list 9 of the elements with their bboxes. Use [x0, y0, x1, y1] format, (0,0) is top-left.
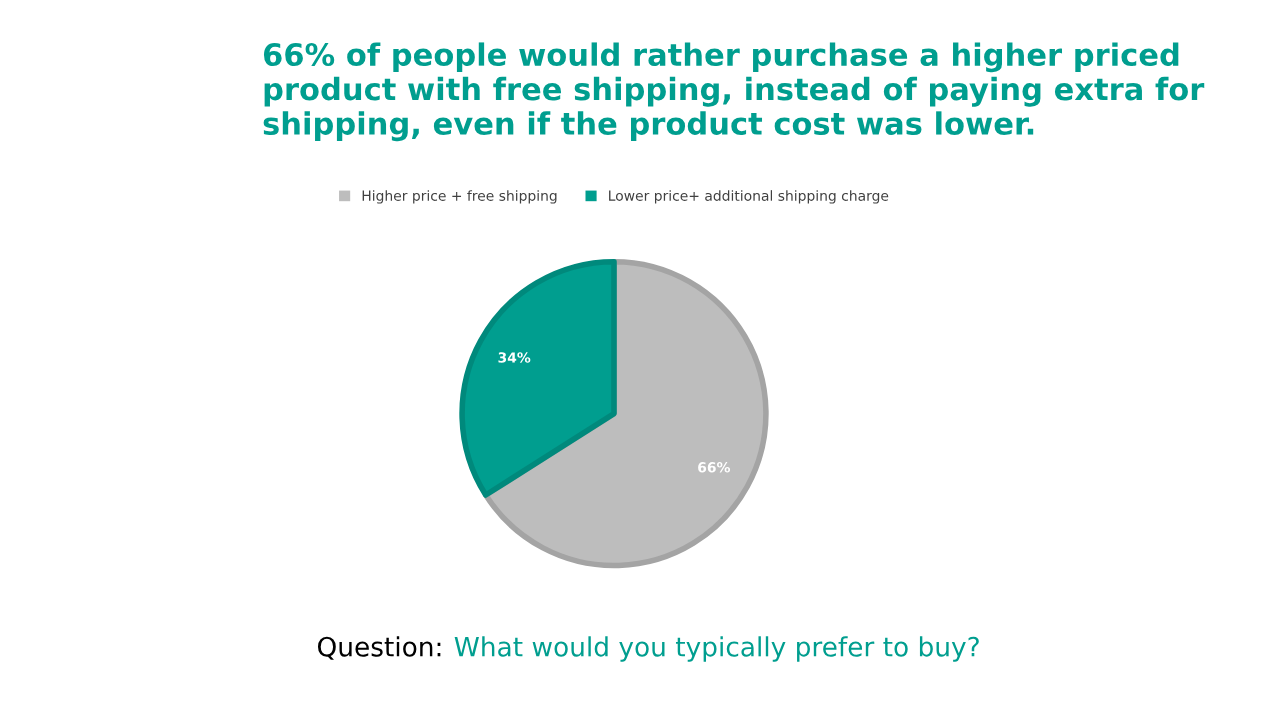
text: Question:	[317, 636, 441, 660]
pie-slice	[459, 258, 617, 498]
data-label: 66%	[698, 462, 731, 473]
pie-slice	[482, 258, 769, 569]
text: What would you typically prefer to buy?	[454, 636, 979, 662]
data-label: 34%	[498, 352, 531, 363]
chart-title: 66% of people would rather purchase a higher priced product with free shipping, instead of paying extra for shipping, even if the product cost was lower.	[263, 42, 1205, 142]
legend-label: Higher price + free shipping	[362, 190, 557, 204]
legend-label: Lower price+ additional shipping charge	[609, 190, 889, 204]
